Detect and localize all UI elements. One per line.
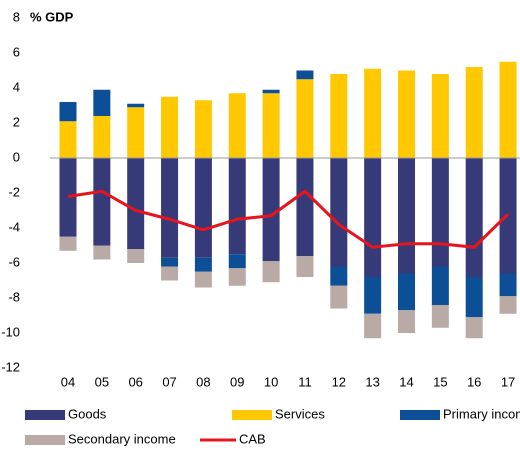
bar-segment xyxy=(431,305,449,328)
bar-segment xyxy=(262,158,280,262)
legend-label: CAB xyxy=(239,431,266,446)
x-tick-label: 14 xyxy=(399,374,413,389)
y-tick-label: 8 xyxy=(13,9,20,24)
bar-segment xyxy=(431,266,449,305)
y-tick-label: -2 xyxy=(8,184,20,199)
bar-segment xyxy=(398,70,415,158)
bar-segment xyxy=(228,268,246,286)
bar-segment xyxy=(59,102,77,122)
bar-segment xyxy=(228,93,246,158)
y-tick-label: -12 xyxy=(1,359,20,374)
bar-segment xyxy=(262,93,280,158)
legend-swatch xyxy=(400,410,440,420)
y-tick-label: -4 xyxy=(8,219,20,234)
legend-swatch xyxy=(25,410,65,420)
bar-segment xyxy=(465,67,483,158)
bar-segment xyxy=(330,285,348,309)
bar-segment xyxy=(296,79,314,158)
bar-segment xyxy=(262,261,280,283)
legend-label: Goods xyxy=(68,406,107,421)
x-tick-label: 11 xyxy=(298,374,312,389)
bar-segment xyxy=(228,254,246,269)
legend-label: Secondary income xyxy=(68,431,176,446)
line-series xyxy=(67,189,510,249)
y-tick-label: -10 xyxy=(1,324,20,339)
bar-segment xyxy=(262,89,280,94)
legend-label: Primary income xyxy=(443,406,520,421)
bar-segment xyxy=(194,257,212,272)
bar-segment xyxy=(330,266,348,286)
y-tick-label: -6 xyxy=(8,254,20,269)
bar-segment xyxy=(330,74,348,158)
bar-segment xyxy=(364,277,382,314)
bar-segment xyxy=(499,273,517,297)
bar-segment xyxy=(364,68,382,158)
legend-swatch xyxy=(232,410,272,420)
bar-segment xyxy=(59,121,77,158)
bar-segment xyxy=(398,310,415,333)
x-tick-label: 12 xyxy=(332,374,346,389)
y-tick-label: -8 xyxy=(8,289,20,304)
y-tick-label: 2 xyxy=(13,114,20,129)
bar-segment xyxy=(499,61,517,158)
bar-segment xyxy=(330,158,348,267)
y-tick-label: 6 xyxy=(13,44,20,59)
bar-segment xyxy=(161,158,179,258)
bar-segment xyxy=(465,317,483,339)
bar-segment xyxy=(127,158,145,249)
x-tick-label: 09 xyxy=(230,374,244,389)
bar-segment xyxy=(127,249,145,263)
bar-segment xyxy=(364,158,382,277)
bar-segment xyxy=(127,103,145,108)
bar-segment xyxy=(59,158,77,237)
bar-segment xyxy=(296,256,314,277)
bar-segment xyxy=(194,271,212,288)
x-tick-label: 05 xyxy=(95,374,109,389)
x-tick-label: 16 xyxy=(467,374,481,389)
bar-segment xyxy=(59,236,77,251)
bar-segment xyxy=(93,158,111,246)
bar-segment xyxy=(161,96,179,158)
x-tick-label: 08 xyxy=(196,374,210,389)
bar-segment xyxy=(465,277,483,318)
bar-segment xyxy=(431,74,449,158)
x-tick-label: 07 xyxy=(162,374,176,389)
x-tick-label: 13 xyxy=(365,374,379,389)
y-axis-label: % GDP xyxy=(30,9,74,24)
y-tick-label: 4 xyxy=(13,79,20,94)
x-tick-label: 04 xyxy=(61,374,75,389)
bar-segment xyxy=(161,266,179,281)
x-tick-label: 17 xyxy=(501,374,515,389)
legend-label: Services xyxy=(275,406,325,421)
bar-segment xyxy=(194,158,212,258)
bar-segment xyxy=(93,245,111,260)
bar-segment xyxy=(499,296,517,314)
x-tick-label: 10 xyxy=(264,374,278,389)
bar-segment xyxy=(228,158,246,255)
bar-segment xyxy=(431,158,449,267)
x-tick-label: 15 xyxy=(433,374,447,389)
bar-segment xyxy=(465,158,483,277)
bar-segment xyxy=(398,273,415,311)
y-tick-label: 0 xyxy=(13,149,20,164)
legend-swatch xyxy=(25,435,65,445)
bar-segment xyxy=(296,158,314,256)
bar-segment xyxy=(296,70,314,80)
x-tick-label: 06 xyxy=(128,374,142,389)
bar-segment xyxy=(93,116,111,158)
bar-segment xyxy=(364,313,382,339)
bar-segment xyxy=(93,89,111,116)
bar-segment xyxy=(398,158,415,274)
bar-segment xyxy=(127,107,145,158)
bar-segment xyxy=(161,257,179,267)
bar-segment xyxy=(194,100,212,158)
